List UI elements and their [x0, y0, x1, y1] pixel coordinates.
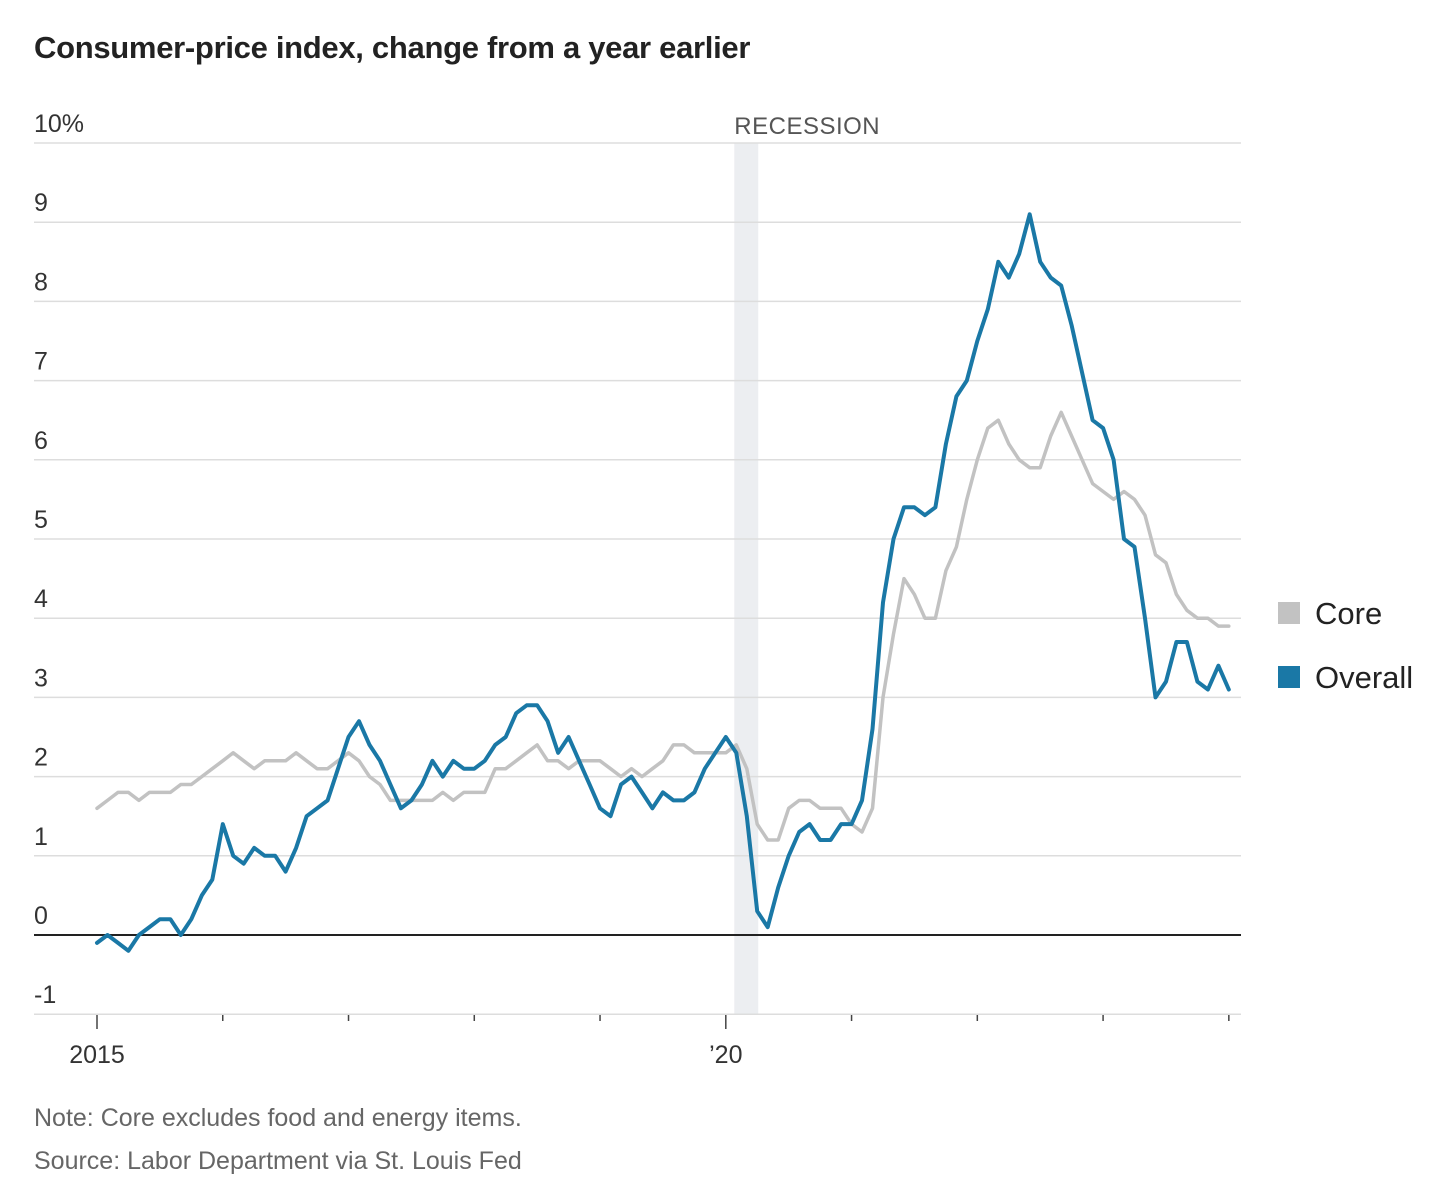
- y-tick-label: 10%: [34, 110, 84, 138]
- y-tick-label: 9: [34, 189, 48, 217]
- legend-swatch-overall: [1278, 666, 1300, 688]
- y-tick-label: 8: [34, 268, 48, 296]
- y-tick-label: -1: [34, 981, 56, 1009]
- y-tick-label: 4: [34, 585, 48, 613]
- x-axis: 2015 ’20: [69, 1015, 1230, 1069]
- y-axis-tick-labels: -1 0 1 2 3 4 5 6 7 8 9 10%: [34, 110, 84, 1009]
- x-tick-label: 2015: [69, 1041, 125, 1069]
- y-tick-label: 1: [34, 823, 48, 851]
- y-tick-label: 0: [34, 902, 48, 930]
- chart-note: Note: Core excludes food and energy item…: [34, 1104, 522, 1132]
- y-tick-label: 5: [34, 506, 48, 534]
- x-tick-label: ’20: [709, 1041, 742, 1069]
- legend: Core Overall: [1278, 596, 1413, 695]
- series-line-overall: [95, 212, 1231, 953]
- series-line-core: [95, 410, 1231, 842]
- legend-label-core: Core: [1315, 596, 1382, 631]
- recession-label: RECESSION: [734, 113, 880, 140]
- y-tick-label: 7: [34, 348, 48, 376]
- y-tick-label: 3: [34, 664, 48, 692]
- legend-label-overall: Overall: [1315, 660, 1413, 695]
- recession-band-group: RECESSION: [734, 113, 880, 1015]
- chart-title: Consumer-price index, change from a year…: [34, 30, 751, 65]
- y-tick-label: 2: [34, 744, 48, 772]
- gridlines: [34, 142, 1241, 1015]
- y-tick-label: 6: [34, 427, 48, 455]
- legend-swatch-core: [1278, 602, 1300, 624]
- series-lines: [95, 212, 1231, 953]
- chart-source: Source: Labor Department via St. Louis F…: [34, 1147, 522, 1175]
